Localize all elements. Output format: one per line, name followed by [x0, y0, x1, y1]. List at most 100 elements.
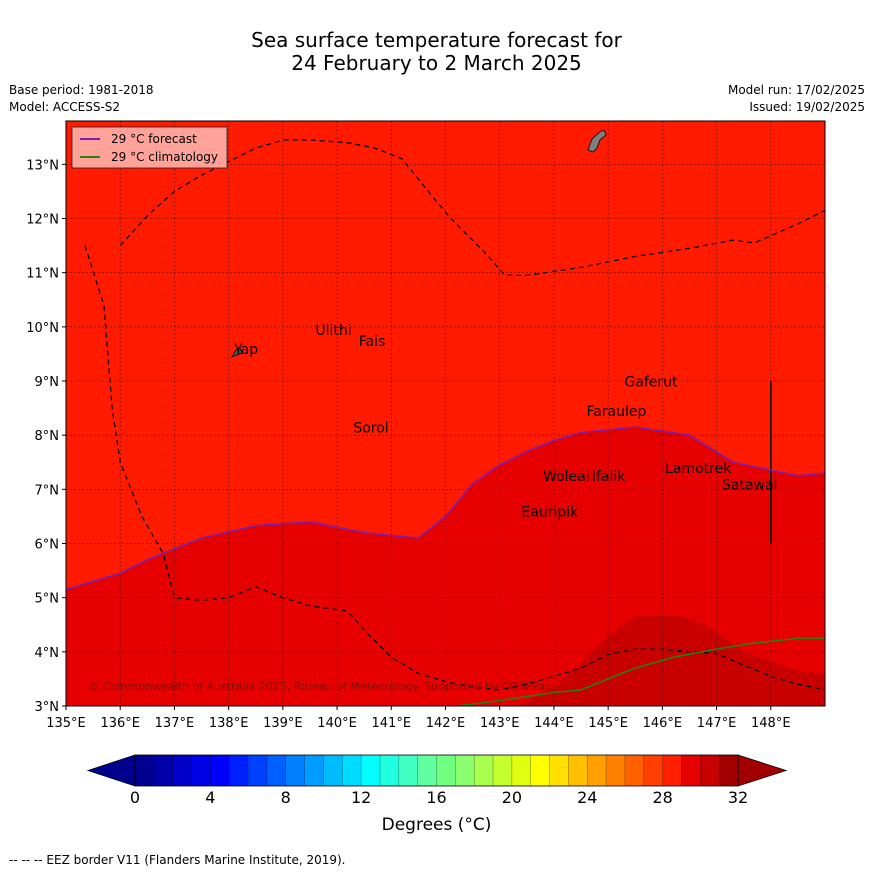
- colorbar-cell-17: [455, 755, 475, 786]
- colorbar-cell-22: [549, 755, 569, 786]
- colorbar: 0 4 8 12 16 20 24 28 32: [86, 754, 788, 807]
- island-label-sorol: Sorol: [353, 420, 388, 436]
- colorbar-cell-27: [643, 755, 663, 786]
- colorbar-frame: [134, 754, 739, 787]
- y-tick-label-1: 4°N: [35, 646, 60, 661]
- colorbar-cell-3: [191, 755, 211, 786]
- colorbar-cell-13: [379, 755, 400, 786]
- map-area: Yap Ulithi Fais Sorol Gaferut Faraulep Woleai I…: [66, 121, 825, 706]
- colorbar-tick-label-6: 24: [577, 788, 597, 807]
- island-label-satawal: Satawal: [722, 477, 777, 493]
- y-tick-label-6: 9°N: [35, 375, 60, 390]
- yap-island-shape: [231, 347, 243, 358]
- x-tick-label-7: 142°E: [426, 716, 466, 731]
- colorbar-cell-10: [323, 755, 343, 786]
- x-tick-label-10: 145°E: [588, 716, 628, 731]
- colorbar-cell-28: [662, 755, 682, 786]
- island-label-woleai: Woleai: [543, 469, 590, 485]
- colorbar-tick-label-2: 8: [281, 788, 291, 807]
- colorbar-cell-1: [153, 755, 173, 786]
- legend: 29 °C forecast 29 °C climatology: [71, 126, 228, 169]
- colorbar-cell-20: [511, 755, 532, 786]
- colorbar-cell-0: [135, 755, 155, 786]
- island-label-fais: Fais: [359, 334, 386, 350]
- colorbar-cell-24: [587, 755, 607, 786]
- x-tick-label-13: 148°E: [751, 716, 791, 731]
- x-tick-label-9: 144°E: [534, 716, 574, 731]
- colorbar-cell-23: [568, 755, 588, 786]
- colorbar-tick-label-3: 12: [351, 788, 371, 807]
- colorbar-cell-12: [361, 755, 381, 786]
- colorbar-tick-label-0: 0: [130, 788, 140, 807]
- colorbar-cell-2: [172, 755, 192, 786]
- y-tick-label-3: 6°N: [35, 538, 60, 553]
- colorbar-cell-8: [285, 755, 305, 786]
- y-tick-label-5: 8°N: [35, 429, 60, 444]
- island-label-faraulep: Faraulep: [586, 404, 646, 420]
- island-label-ulithi: Ulithi: [315, 323, 351, 339]
- chart-title-line1: Sea surface temperature forecast for: [251, 28, 622, 52]
- eez-border-south: [84, 245, 825, 691]
- island-label-ifalik: Ifalik: [592, 469, 626, 485]
- colorbar-tick-label-5: 20: [502, 788, 522, 807]
- colorbar-cell-11: [342, 755, 362, 786]
- x-tick-label-8: 143°E: [480, 716, 520, 731]
- x-tick-label-1: 136°E: [100, 716, 140, 731]
- x-tick-label-12: 147°E: [697, 716, 737, 731]
- climatology-29c-isotherm: [456, 637, 825, 706]
- base-period: Base period: 1981-2018: [9, 83, 154, 97]
- colorbar-cell-4: [210, 755, 230, 786]
- colorbar-cell-19: [493, 755, 513, 786]
- colorbar-cell-30: [700, 755, 720, 786]
- sst-warmest-region: [516, 615, 825, 706]
- x-tick-label-5: 140°E: [317, 716, 357, 731]
- forecast-29c-isotherm: [66, 426, 825, 591]
- colorbar-label: Degrees (°C): [381, 815, 492, 835]
- copyright-watermark: © Commonwealth of Australia 2025, Bureau…: [88, 680, 551, 693]
- island-label-yap: Yap: [233, 342, 258, 358]
- y-tick-label-10: 13°N: [26, 158, 59, 173]
- colorbar-cell-31: [719, 755, 739, 786]
- island-label-gaferut: Gaferut: [624, 374, 678, 390]
- colorbar-tick-label-4: 16: [426, 788, 446, 807]
- y-tick-label-4: 7°N: [35, 483, 60, 498]
- y-tick-label-8: 11°N: [26, 267, 59, 282]
- colorbar-cell-7: [266, 755, 287, 786]
- model-name: Model: ACCESS-S2: [9, 100, 121, 114]
- y-tick-label-2: 5°N: [35, 592, 60, 607]
- colorbar-cell-14: [398, 755, 418, 786]
- x-tick-label-11: 146°E: [643, 716, 683, 731]
- colorbar-tick-label-7: 28: [652, 788, 672, 807]
- x-tick-label-0: 135°E: [46, 716, 86, 731]
- colorbar-cell-18: [474, 755, 494, 786]
- y-tick-label-9: 12°N: [26, 213, 59, 228]
- model-run: Model run: 17/02/2025: [727, 83, 865, 97]
- island-label-eauripik: Eauripik: [521, 504, 579, 520]
- colorbar-cell-15: [417, 755, 437, 786]
- colorbar-high-extension: [737, 754, 788, 787]
- legend-box: [71, 126, 228, 169]
- legend-label-0: 29 °C forecast: [111, 132, 197, 146]
- guam-island-shape: [587, 129, 607, 153]
- x-tick-label-6: 141°E: [372, 716, 412, 731]
- y-tick-label-7: 10°N: [26, 321, 59, 336]
- colorbar-cell-16: [436, 755, 456, 786]
- x-tick-label-4: 139°E: [263, 716, 303, 731]
- colorbar-cell-25: [606, 755, 626, 786]
- colorbar-cell-5: [229, 755, 249, 786]
- x-tick-label-2: 137°E: [155, 716, 195, 731]
- legend-label-1: 29 °C climatology: [111, 150, 218, 164]
- colorbar-cell-26: [624, 755, 645, 786]
- colorbar-cell-21: [530, 755, 550, 786]
- colorbar-cell-9: [304, 755, 324, 786]
- issued-date: Issued: 19/02/2025: [749, 100, 865, 114]
- colorbar-low-extension: [86, 754, 136, 787]
- x-tick-label-3: 138°E: [209, 716, 249, 731]
- chart-title-line2: 24 February to 2 March 2025: [291, 51, 582, 75]
- colorbar-tick-label-8: 32: [728, 788, 748, 807]
- eez-footnote: -- -- -- EEZ border V11 (Flanders Marine…: [9, 853, 346, 867]
- island-label-lamotrek: Lamotrek: [665, 461, 732, 477]
- colorbar-cell-29: [681, 755, 701, 786]
- colorbar-cell-6: [248, 755, 268, 786]
